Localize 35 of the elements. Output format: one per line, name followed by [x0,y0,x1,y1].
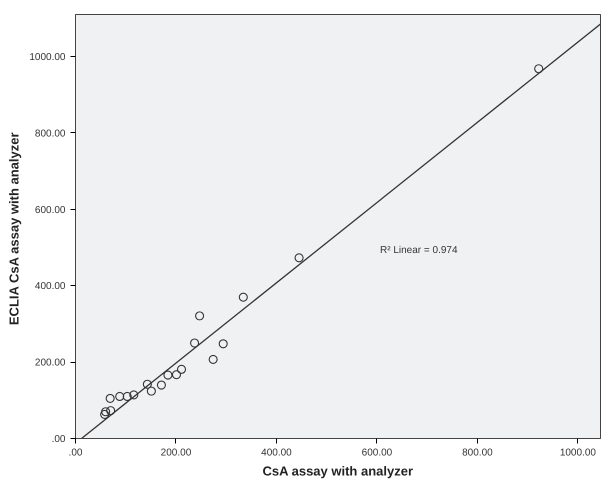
point [172,370,182,380]
point [106,394,115,403]
y-tick-label: 200.00 [34,358,66,369]
x-tick-label: 600.00 [362,448,393,458]
y-axis-title: ECLIA CsA assay with analyzer [6,132,22,326]
x-tick-label: 800.00 [462,448,494,458]
point [115,392,124,402]
point [122,392,132,402]
x-tick-label: 1000.00 [560,448,596,458]
x-tick-label: 400.00 [261,448,292,458]
point [294,253,304,262]
x-tick-label: 200.00 [160,448,192,458]
y-tick-label: 400.00 [34,281,66,292]
y-tick-label: 1000.00 [29,52,66,64]
y-tick-label: 600.00 [34,204,66,216]
y-tick-label: .00 [52,434,66,445]
point [156,380,166,390]
point [238,292,248,302]
x-tick-label: .00 [68,448,83,458]
point [101,407,110,416]
y-tick-label: 800.00 [34,128,66,140]
point [176,364,186,374]
point [142,380,152,389]
point [146,386,156,396]
point [106,406,116,416]
point [100,410,110,419]
point [208,354,218,364]
point [163,370,172,380]
point [534,64,544,74]
point [129,390,138,400]
point [218,339,228,348]
point [195,311,204,320]
point [190,338,200,348]
x-axis-title: CsA assay with analyzer [262,464,414,478]
annotation: R² Linear = 0.974 [380,245,458,256]
